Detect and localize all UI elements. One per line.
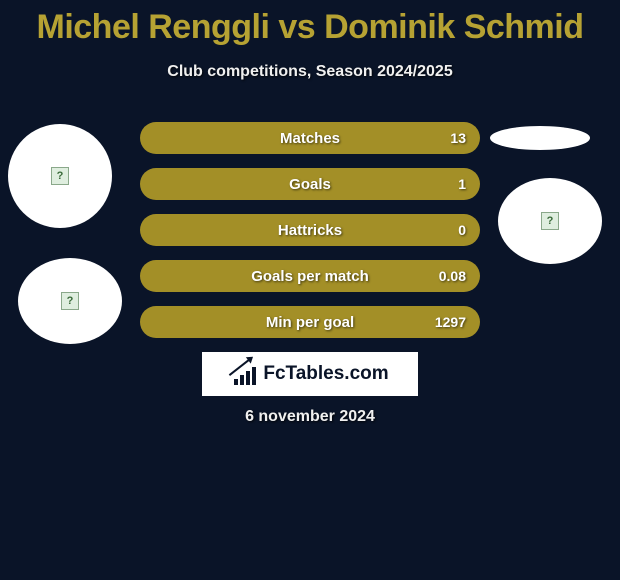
- stat-bar-label: Goals: [289, 176, 331, 193]
- decorative-ellipse: [490, 126, 590, 150]
- broken-image-icon: [51, 167, 69, 185]
- stat-bar-value: 1297: [435, 314, 466, 330]
- stat-bar-value: 1: [458, 176, 466, 192]
- stat-bar-value: 13: [450, 130, 466, 146]
- chart-arrow-icon: [231, 363, 257, 385]
- broken-image-icon: [541, 212, 559, 230]
- stat-bar-label: Goals per match: [251, 268, 369, 285]
- stat-bar-label: Min per goal: [266, 314, 354, 331]
- stat-bar: Goals per match 0.08: [140, 260, 480, 292]
- stat-bar-label: Matches: [280, 130, 340, 147]
- stat-bar-label: Hattricks: [278, 222, 342, 239]
- stat-bar: Hattricks 0: [140, 214, 480, 246]
- stat-bar: Matches 13: [140, 122, 480, 154]
- subtitle: Club competitions, Season 2024/2025: [0, 63, 620, 81]
- player-right: [498, 178, 602, 264]
- watermark-text: FcTables.com: [263, 363, 388, 385]
- stat-bar-value: 0.08: [439, 268, 466, 284]
- watermark: FcTables.com: [202, 352, 418, 396]
- stat-bars: Matches 13 Goals 1 Hattricks 0 Goals per match…: [140, 122, 480, 352]
- stat-bar: Goals 1: [140, 168, 480, 200]
- player-left-bottom: [18, 258, 122, 344]
- stat-bar: Min per goal 1297: [140, 306, 480, 338]
- player-left-top: [8, 124, 112, 228]
- stat-bar-value: 0: [458, 222, 466, 238]
- page-title: Michel Renggli vs Dominik Schmid: [0, 0, 620, 47]
- broken-image-icon: [61, 292, 79, 310]
- date-text: 6 november 2024: [0, 408, 620, 426]
